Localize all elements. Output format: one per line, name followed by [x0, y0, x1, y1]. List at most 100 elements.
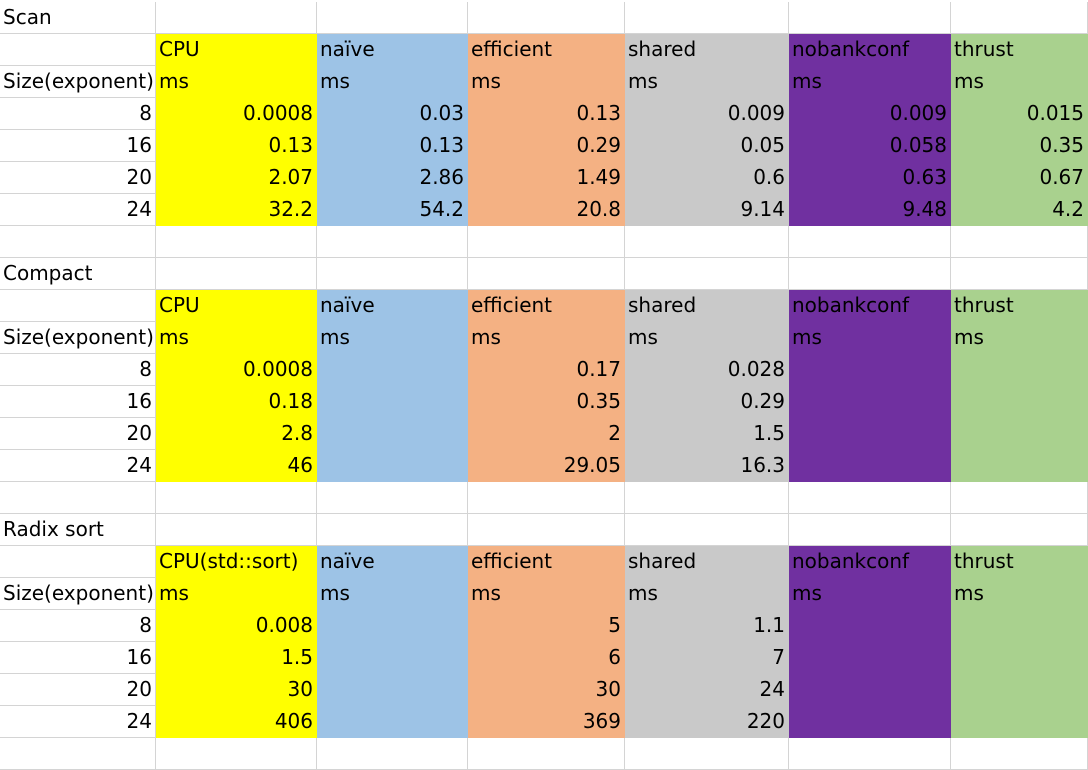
empty-cell[interactable] [0, 546, 156, 578]
value-thrust[interactable] [951, 418, 1088, 450]
value-efficient[interactable]: 0.29 [468, 130, 625, 162]
value-cpu[interactable]: 46 [156, 450, 317, 482]
unit-nobankconf[interactable]: ms [789, 66, 951, 98]
value-nobankconf[interactable] [789, 642, 951, 674]
value-efficient[interactable]: 369 [468, 706, 625, 738]
header-nobankconf[interactable]: nobankconf [789, 34, 951, 66]
empty-cell[interactable] [789, 482, 951, 514]
value-thrust[interactable] [951, 610, 1088, 642]
empty-cell[interactable] [317, 482, 468, 514]
empty-cell[interactable] [317, 514, 468, 546]
value-thrust[interactable]: 4.2 [951, 194, 1088, 226]
unit-naive[interactable]: ms [317, 578, 468, 610]
unit-nobankconf[interactable]: ms [789, 322, 951, 354]
header-efficient[interactable]: efficient [468, 546, 625, 578]
value-nobankconf[interactable]: 0.63 [789, 162, 951, 194]
empty-cell[interactable] [789, 258, 951, 290]
empty-cell[interactable] [951, 482, 1088, 514]
value-naive[interactable]: 0.13 [317, 130, 468, 162]
unit-thrust[interactable]: ms [951, 578, 1088, 610]
unit-efficient[interactable]: ms [468, 322, 625, 354]
value-cpu[interactable]: 0.13 [156, 130, 317, 162]
empty-cell[interactable] [156, 482, 317, 514]
empty-cell[interactable] [468, 514, 625, 546]
header-cpu[interactable]: CPU [156, 290, 317, 322]
value-thrust[interactable] [951, 450, 1088, 482]
empty-cell[interactable] [468, 258, 625, 290]
value-nobankconf[interactable] [789, 610, 951, 642]
value-cpu[interactable]: 406 [156, 706, 317, 738]
empty-cell[interactable] [156, 2, 317, 34]
header-efficient[interactable]: efficient [468, 34, 625, 66]
header-shared[interactable]: shared [625, 546, 789, 578]
size-cell[interactable]: 8 [0, 98, 156, 130]
value-cpu[interactable]: 0.0008 [156, 354, 317, 386]
value-cpu[interactable]: 32.2 [156, 194, 317, 226]
value-naive[interactable] [317, 610, 468, 642]
value-naive[interactable] [317, 418, 468, 450]
unit-nobankconf[interactable]: ms [789, 578, 951, 610]
value-naive[interactable]: 2.86 [317, 162, 468, 194]
size-exponent-label[interactable]: Size(exponent) [0, 578, 156, 610]
value-efficient[interactable]: 0.13 [468, 98, 625, 130]
empty-cell[interactable] [789, 514, 951, 546]
empty-cell[interactable] [468, 2, 625, 34]
value-shared[interactable]: 0.028 [625, 354, 789, 386]
empty-cell[interactable] [789, 738, 951, 770]
value-cpu[interactable]: 2.8 [156, 418, 317, 450]
empty-cell[interactable] [468, 226, 625, 258]
empty-cell[interactable] [317, 226, 468, 258]
unit-cpu[interactable]: ms [156, 578, 317, 610]
value-efficient[interactable]: 0.17 [468, 354, 625, 386]
header-naive[interactable]: naïve [317, 546, 468, 578]
value-nobankconf[interactable] [789, 706, 951, 738]
value-cpu[interactable]: 0.008 [156, 610, 317, 642]
unit-efficient[interactable]: ms [468, 66, 625, 98]
value-thrust[interactable] [951, 706, 1088, 738]
empty-cell[interactable] [625, 482, 789, 514]
value-nobankconf[interactable] [789, 418, 951, 450]
value-nobankconf[interactable] [789, 354, 951, 386]
unit-naive[interactable]: ms [317, 66, 468, 98]
header-shared[interactable]: shared [625, 34, 789, 66]
size-exponent-label[interactable]: Size(exponent) [0, 322, 156, 354]
size-cell[interactable]: 24 [0, 450, 156, 482]
size-cell[interactable]: 20 [0, 418, 156, 450]
unit-cpu[interactable]: ms [156, 66, 317, 98]
section-title[interactable]: Radix sort [0, 514, 156, 546]
value-nobankconf[interactable] [789, 450, 951, 482]
size-cell[interactable]: 24 [0, 706, 156, 738]
header-naive[interactable]: naïve [317, 290, 468, 322]
value-efficient[interactable]: 30 [468, 674, 625, 706]
empty-cell[interactable] [625, 738, 789, 770]
header-shared[interactable]: shared [625, 290, 789, 322]
value-efficient[interactable]: 6 [468, 642, 625, 674]
size-cell[interactable]: 20 [0, 674, 156, 706]
empty-cell[interactable] [156, 738, 317, 770]
empty-cell[interactable] [0, 34, 156, 66]
unit-shared[interactable]: ms [625, 578, 789, 610]
value-shared[interactable]: 1.1 [625, 610, 789, 642]
value-shared[interactable]: 0.29 [625, 386, 789, 418]
value-naive[interactable]: 54.2 [317, 194, 468, 226]
header-nobankconf[interactable]: nobankconf [789, 290, 951, 322]
header-thrust[interactable]: thrust [951, 34, 1088, 66]
value-shared[interactable]: 24 [625, 674, 789, 706]
empty-cell[interactable] [156, 258, 317, 290]
value-shared[interactable]: 9.14 [625, 194, 789, 226]
value-efficient[interactable]: 1.49 [468, 162, 625, 194]
empty-cell[interactable] [156, 514, 317, 546]
size-cell[interactable]: 8 [0, 354, 156, 386]
size-cell[interactable]: 16 [0, 642, 156, 674]
empty-cell[interactable] [0, 226, 156, 258]
header-naive[interactable]: naïve [317, 34, 468, 66]
value-naive[interactable] [317, 642, 468, 674]
value-cpu[interactable]: 0.18 [156, 386, 317, 418]
header-thrust[interactable]: thrust [951, 290, 1088, 322]
value-nobankconf[interactable] [789, 674, 951, 706]
empty-cell[interactable] [317, 738, 468, 770]
header-efficient[interactable]: efficient [468, 290, 625, 322]
value-efficient[interactable]: 5 [468, 610, 625, 642]
empty-cell[interactable] [789, 2, 951, 34]
value-shared[interactable]: 0.009 [625, 98, 789, 130]
